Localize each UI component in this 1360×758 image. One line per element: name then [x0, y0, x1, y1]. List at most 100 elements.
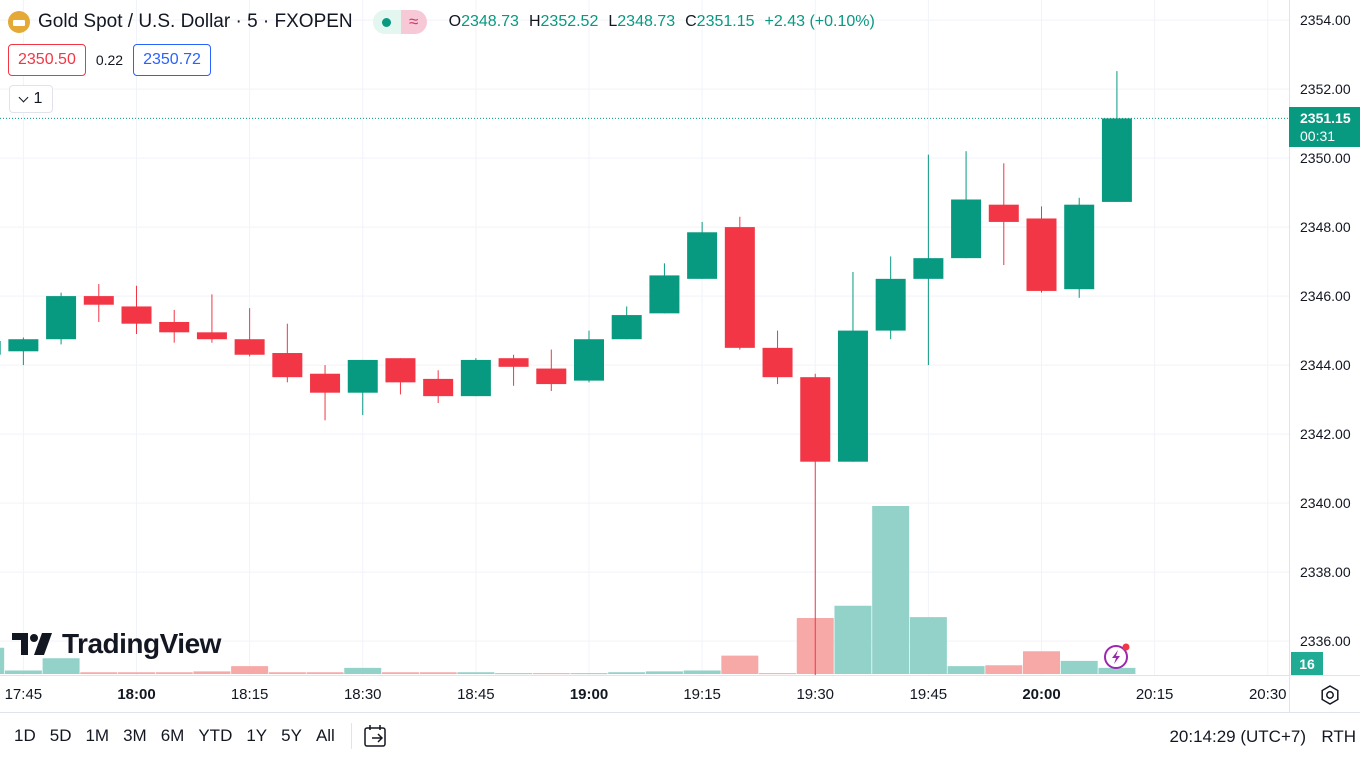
volume-bar	[306, 672, 344, 674]
candle-body	[837, 330, 868, 462]
range-6m-button[interactable]: 6M	[160, 725, 185, 745]
volume-bar	[118, 672, 155, 674]
price-tick-label: 2354.00	[1300, 12, 1351, 28]
ohlc-close-key: C	[685, 13, 697, 30]
range-3m-button[interactable]: 3M	[123, 725, 147, 745]
candle-body	[498, 358, 529, 367]
range-1y-button[interactable]: 1Y	[246, 725, 268, 745]
time-tick-label: 18:15	[231, 686, 269, 703]
session-button[interactable]: RTH	[1321, 727, 1356, 746]
trade-panel: 2350.50 0.22 2350.72	[8, 44, 211, 76]
range-ytd-button[interactable]: YTD	[198, 725, 233, 745]
ohlc-high-value: 2352.52	[540, 13, 599, 30]
price-tick-label: 2350.00	[1300, 150, 1351, 166]
price-tick-label: 2336.00	[1300, 633, 1351, 649]
time-tick-label: 20:30	[1249, 686, 1287, 703]
candle-body	[1101, 118, 1132, 202]
price-tick-label: 2352.00	[1300, 81, 1351, 97]
buy-button[interactable]: 2350.72	[133, 44, 211, 76]
volume-bar	[947, 666, 985, 674]
time-tick-label: 20:00	[1022, 686, 1060, 703]
volume-bar	[231, 666, 269, 674]
price-tick-label: 2340.00	[1300, 495, 1351, 511]
candle-body	[46, 296, 77, 340]
volume-bar	[570, 673, 608, 675]
candle-body	[83, 296, 114, 305]
volume-bar	[457, 672, 495, 674]
volume-bar	[683, 670, 721, 674]
time-tick-label: 19:30	[796, 686, 834, 703]
candle-body	[913, 258, 944, 279]
candle-body	[988, 204, 1019, 222]
candle-body	[272, 353, 303, 378]
candle-body	[196, 332, 227, 340]
candle-body	[724, 227, 755, 348]
timezone-clock[interactable]: 20:14:29 (UTC+7)	[1169, 727, 1306, 746]
candle-body	[1064, 204, 1095, 290]
volume-bar	[645, 671, 683, 674]
candle-body	[310, 373, 341, 393]
calendar-goto-icon	[364, 724, 386, 747]
volume-bar	[42, 658, 80, 674]
indicators-count: 1	[33, 90, 43, 107]
candle-body	[460, 359, 491, 397]
time-tick-label: 19:45	[910, 686, 948, 703]
bottom-toolbar: 1D 5D 1M 3M 6M YTD 1Y 5Y All 20:14:29 (U…	[0, 712, 1360, 758]
volume-bar	[721, 655, 759, 674]
candle-body	[1026, 218, 1057, 291]
logo-text: TradingView	[62, 628, 221, 659]
sell-button[interactable]: 2350.50	[8, 44, 86, 76]
volume-bar	[759, 673, 797, 675]
volume-bar	[909, 617, 947, 674]
candle-body	[800, 377, 831, 462]
candle-body	[159, 321, 190, 333]
ohlc-low-key: L	[608, 13, 618, 30]
gear-icon	[1321, 685, 1339, 705]
candle-body	[234, 339, 265, 355]
candle-body	[423, 378, 454, 397]
candle-body	[347, 359, 378, 393]
flash-alert-icon[interactable]	[1101, 641, 1131, 671]
ohlc-open-key: O	[448, 13, 462, 30]
data-delay-icon: ≈	[400, 10, 427, 34]
range-1m-button[interactable]: 1M	[85, 725, 110, 745]
price-change: +2.43 (+0.10%)	[764, 13, 875, 30]
range-5d-button[interactable]: 5D	[49, 725, 72, 745]
range-all-button[interactable]: All	[315, 725, 335, 745]
volume-bar	[344, 667, 382, 674]
time-tick-label: 18:30	[344, 686, 382, 703]
tradingview-logo[interactable]: TradingView	[12, 628, 221, 660]
volume-bar	[268, 672, 306, 674]
chart-settings-button[interactable]	[1317, 682, 1343, 708]
market-status[interactable]: ≈	[372, 10, 427, 34]
tradingview-logo-icon	[12, 633, 52, 655]
bar-countdown: 00:31	[1300, 128, 1336, 144]
time-tick-label: 17:45	[5, 686, 43, 703]
toolbar-divider	[350, 722, 352, 749]
range-1d-button[interactable]: 1D	[14, 725, 36, 745]
last-price-value: 2351.15	[1300, 110, 1351, 126]
volume-bar	[381, 672, 419, 674]
volume-bar	[985, 665, 1023, 674]
time-tick-label: 19:00	[570, 686, 608, 703]
symbol-title[interactable]: Gold Spot / U.S. Dollar · 5 · FXOPEN	[38, 11, 353, 32]
price-tick-label: 2342.00	[1300, 426, 1351, 442]
market-open-icon	[372, 10, 401, 34]
volume-bar	[608, 672, 646, 674]
ohlc-low-value: 2348.73	[617, 13, 676, 30]
candle-body	[8, 339, 39, 352]
range-5y-button[interactable]: 5Y	[281, 725, 302, 745]
ohlc-open-value: 2348.73	[461, 13, 519, 30]
ohlc-values: O2348.73 H2352.52 L2348.73 C2351.15 +2.4…	[449, 13, 875, 31]
candle-body	[574, 339, 604, 381]
price-chart[interactable]: 2354.00 2352.00 2350.00 2348.00 2346.00 2344.…	[0, 0, 1360, 712]
price-tick-label: 2346.00	[1300, 288, 1351, 304]
ohlc-high-key: H	[528, 13, 541, 30]
gold-symbol-icon	[8, 11, 30, 33]
volume-bar	[834, 605, 872, 674]
go-to-date-button[interactable]	[360, 720, 392, 752]
volume-bar	[4, 670, 42, 674]
volume-bar	[80, 672, 118, 674]
volume-value-label: 16	[1291, 652, 1323, 675]
indicators-toggle-button[interactable]: 1	[9, 85, 53, 113]
